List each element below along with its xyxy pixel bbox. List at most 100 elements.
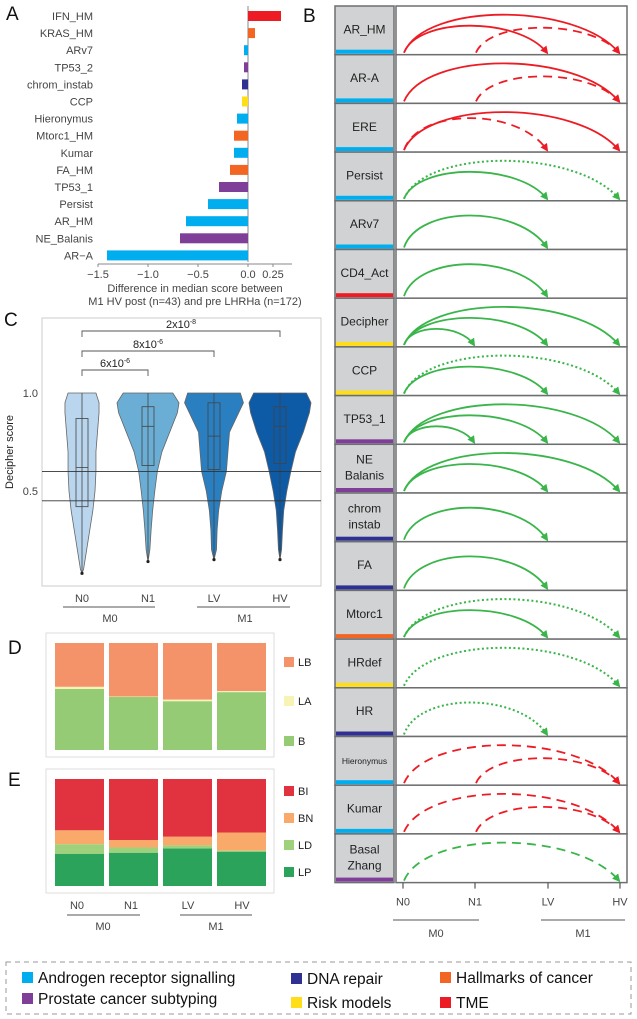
- x-tick-label: N0: [75, 593, 89, 605]
- category-color-bar: [336, 244, 393, 249]
- row-label: ERE: [352, 120, 377, 134]
- x-tick-label: LV: [182, 900, 195, 912]
- row-label: Persist: [346, 168, 383, 182]
- transition-arc-solid: [403, 555, 549, 591]
- row-basal-zhang: Basal Zhang: [334, 833, 628, 884]
- transition-arc-dashed: [475, 26, 621, 55]
- bar-segment-bi-n1: [109, 779, 158, 840]
- bar-segment-b-hv: [217, 692, 266, 750]
- row-cd4_act: CD4_Act: [334, 248, 628, 299]
- transition-arc-solid: [403, 62, 621, 103]
- row-tp53_1: TP53_1: [334, 394, 628, 446]
- legend-swatch: [284, 736, 294, 746]
- category-label: AR−A: [64, 250, 94, 262]
- row-ar-a: AR-A: [334, 53, 628, 105]
- x-tick-label: −1.5: [87, 269, 109, 281]
- p-value-base: 2x10: [166, 319, 190, 331]
- row-label-box: [334, 297, 395, 348]
- outlier-point: [212, 558, 216, 562]
- group-label: M1: [237, 613, 252, 625]
- panel-label-e: E: [8, 770, 21, 791]
- row-plot-box: [395, 784, 628, 835]
- x-tick-label: −1.0: [137, 269, 159, 281]
- p-value-label: 8x10-6: [133, 339, 163, 351]
- p-value-exponent: -6: [124, 358, 130, 365]
- category-label: FA_HM: [56, 165, 93, 177]
- row-plot-box: [395, 687, 628, 738]
- category-color-bar: [336, 98, 393, 103]
- x-tick-label: N0: [70, 900, 84, 912]
- x-tick-label: −0.5: [187, 269, 209, 281]
- row-label: ARv7: [350, 217, 380, 231]
- bar-11: [208, 199, 248, 210]
- row-label-box: [334, 833, 395, 884]
- row-label-box: [334, 540, 395, 592]
- group-label: M0: [95, 921, 110, 933]
- bar-segment-la-hv: [217, 691, 266, 693]
- row-label: NE: [356, 453, 373, 467]
- p-value-label: 6x10-6: [100, 358, 130, 370]
- significance-bracket: [81, 350, 215, 357]
- bar-segment-ld-hv: [217, 850, 266, 852]
- bar-2: [244, 45, 248, 56]
- row-plot-box: [395, 589, 628, 640]
- p-value-exponent: -6: [157, 339, 163, 346]
- panel-label-a: A: [6, 4, 19, 25]
- row-label-box: [334, 589, 395, 640]
- transition-arc-dotted: [403, 701, 549, 737]
- transition-arc-dashed: [403, 744, 621, 785]
- row-label: Mtorc1: [346, 607, 383, 621]
- category-label: NE_Balanis: [36, 233, 94, 245]
- bar-segment-bn-n1: [109, 839, 158, 848]
- bar-segment-lp-n1: [109, 852, 158, 886]
- legend-label: Androgen receptor signalling: [38, 970, 235, 987]
- legend-label: BN: [298, 813, 313, 825]
- x-axis-title: Difference in median score between: [107, 283, 282, 295]
- panel-e-stacked-bar: BI BN LD LP N0 N1 LV HV M0 M1: [45, 768, 313, 933]
- category-label: chrom_instab: [27, 79, 93, 91]
- transition-arc-solid: [403, 609, 549, 639]
- category-color-bar: [336, 439, 393, 444]
- row-label-box: [334, 346, 395, 397]
- box: [75, 418, 89, 508]
- group-label: M1: [575, 928, 590, 940]
- row-label-box: [334, 102, 395, 153]
- x-tick-label: 0.25: [262, 269, 283, 281]
- bar-segment-lp-lv: [163, 848, 212, 886]
- x-tick-label: LV: [208, 593, 221, 605]
- row-hr: HR: [334, 687, 628, 738]
- row-label-box: [334, 784, 395, 835]
- significance-bracket: [81, 330, 281, 337]
- legend-swatch: [291, 973, 302, 984]
- row-decipher: Decipher: [334, 297, 628, 348]
- outlier-point: [80, 571, 84, 575]
- row-label: chrom: [348, 501, 381, 515]
- row-label: FA: [357, 558, 372, 572]
- row-plot-box: [395, 297, 628, 348]
- legend-swatch: [284, 657, 294, 667]
- legend-label: LD: [298, 840, 312, 852]
- row-ere: ERE: [334, 102, 628, 153]
- category-label: Persist: [59, 199, 93, 211]
- row-plot-box: [395, 248, 628, 299]
- legend-swatch: [22, 972, 33, 983]
- row-label-box: [334, 53, 395, 105]
- legend-label: LB: [298, 657, 311, 669]
- legend-label: Risk models: [307, 995, 392, 1012]
- p-value-base: 8x10: [133, 339, 157, 351]
- category-color-bar: [336, 341, 393, 346]
- transition-arc-dashed: [475, 75, 621, 103]
- row-label: Zhang: [347, 858, 381, 872]
- transition-arc-solid: [403, 111, 621, 152]
- bar-segment-lb-n0: [55, 643, 104, 687]
- bar-0: [248, 11, 281, 21]
- p-value-base: 6x10: [100, 358, 124, 370]
- bar-segment-lb-lv: [163, 643, 212, 700]
- bar-8: [234, 147, 248, 158]
- x-axis-title: M1 HV post (n=43) and pre LHRHa (n=172): [88, 296, 301, 308]
- bar-segment-b-n1: [109, 697, 158, 750]
- bar-segment-bi-lv: [163, 779, 212, 837]
- bar-segment-ld-n1: [109, 847, 158, 853]
